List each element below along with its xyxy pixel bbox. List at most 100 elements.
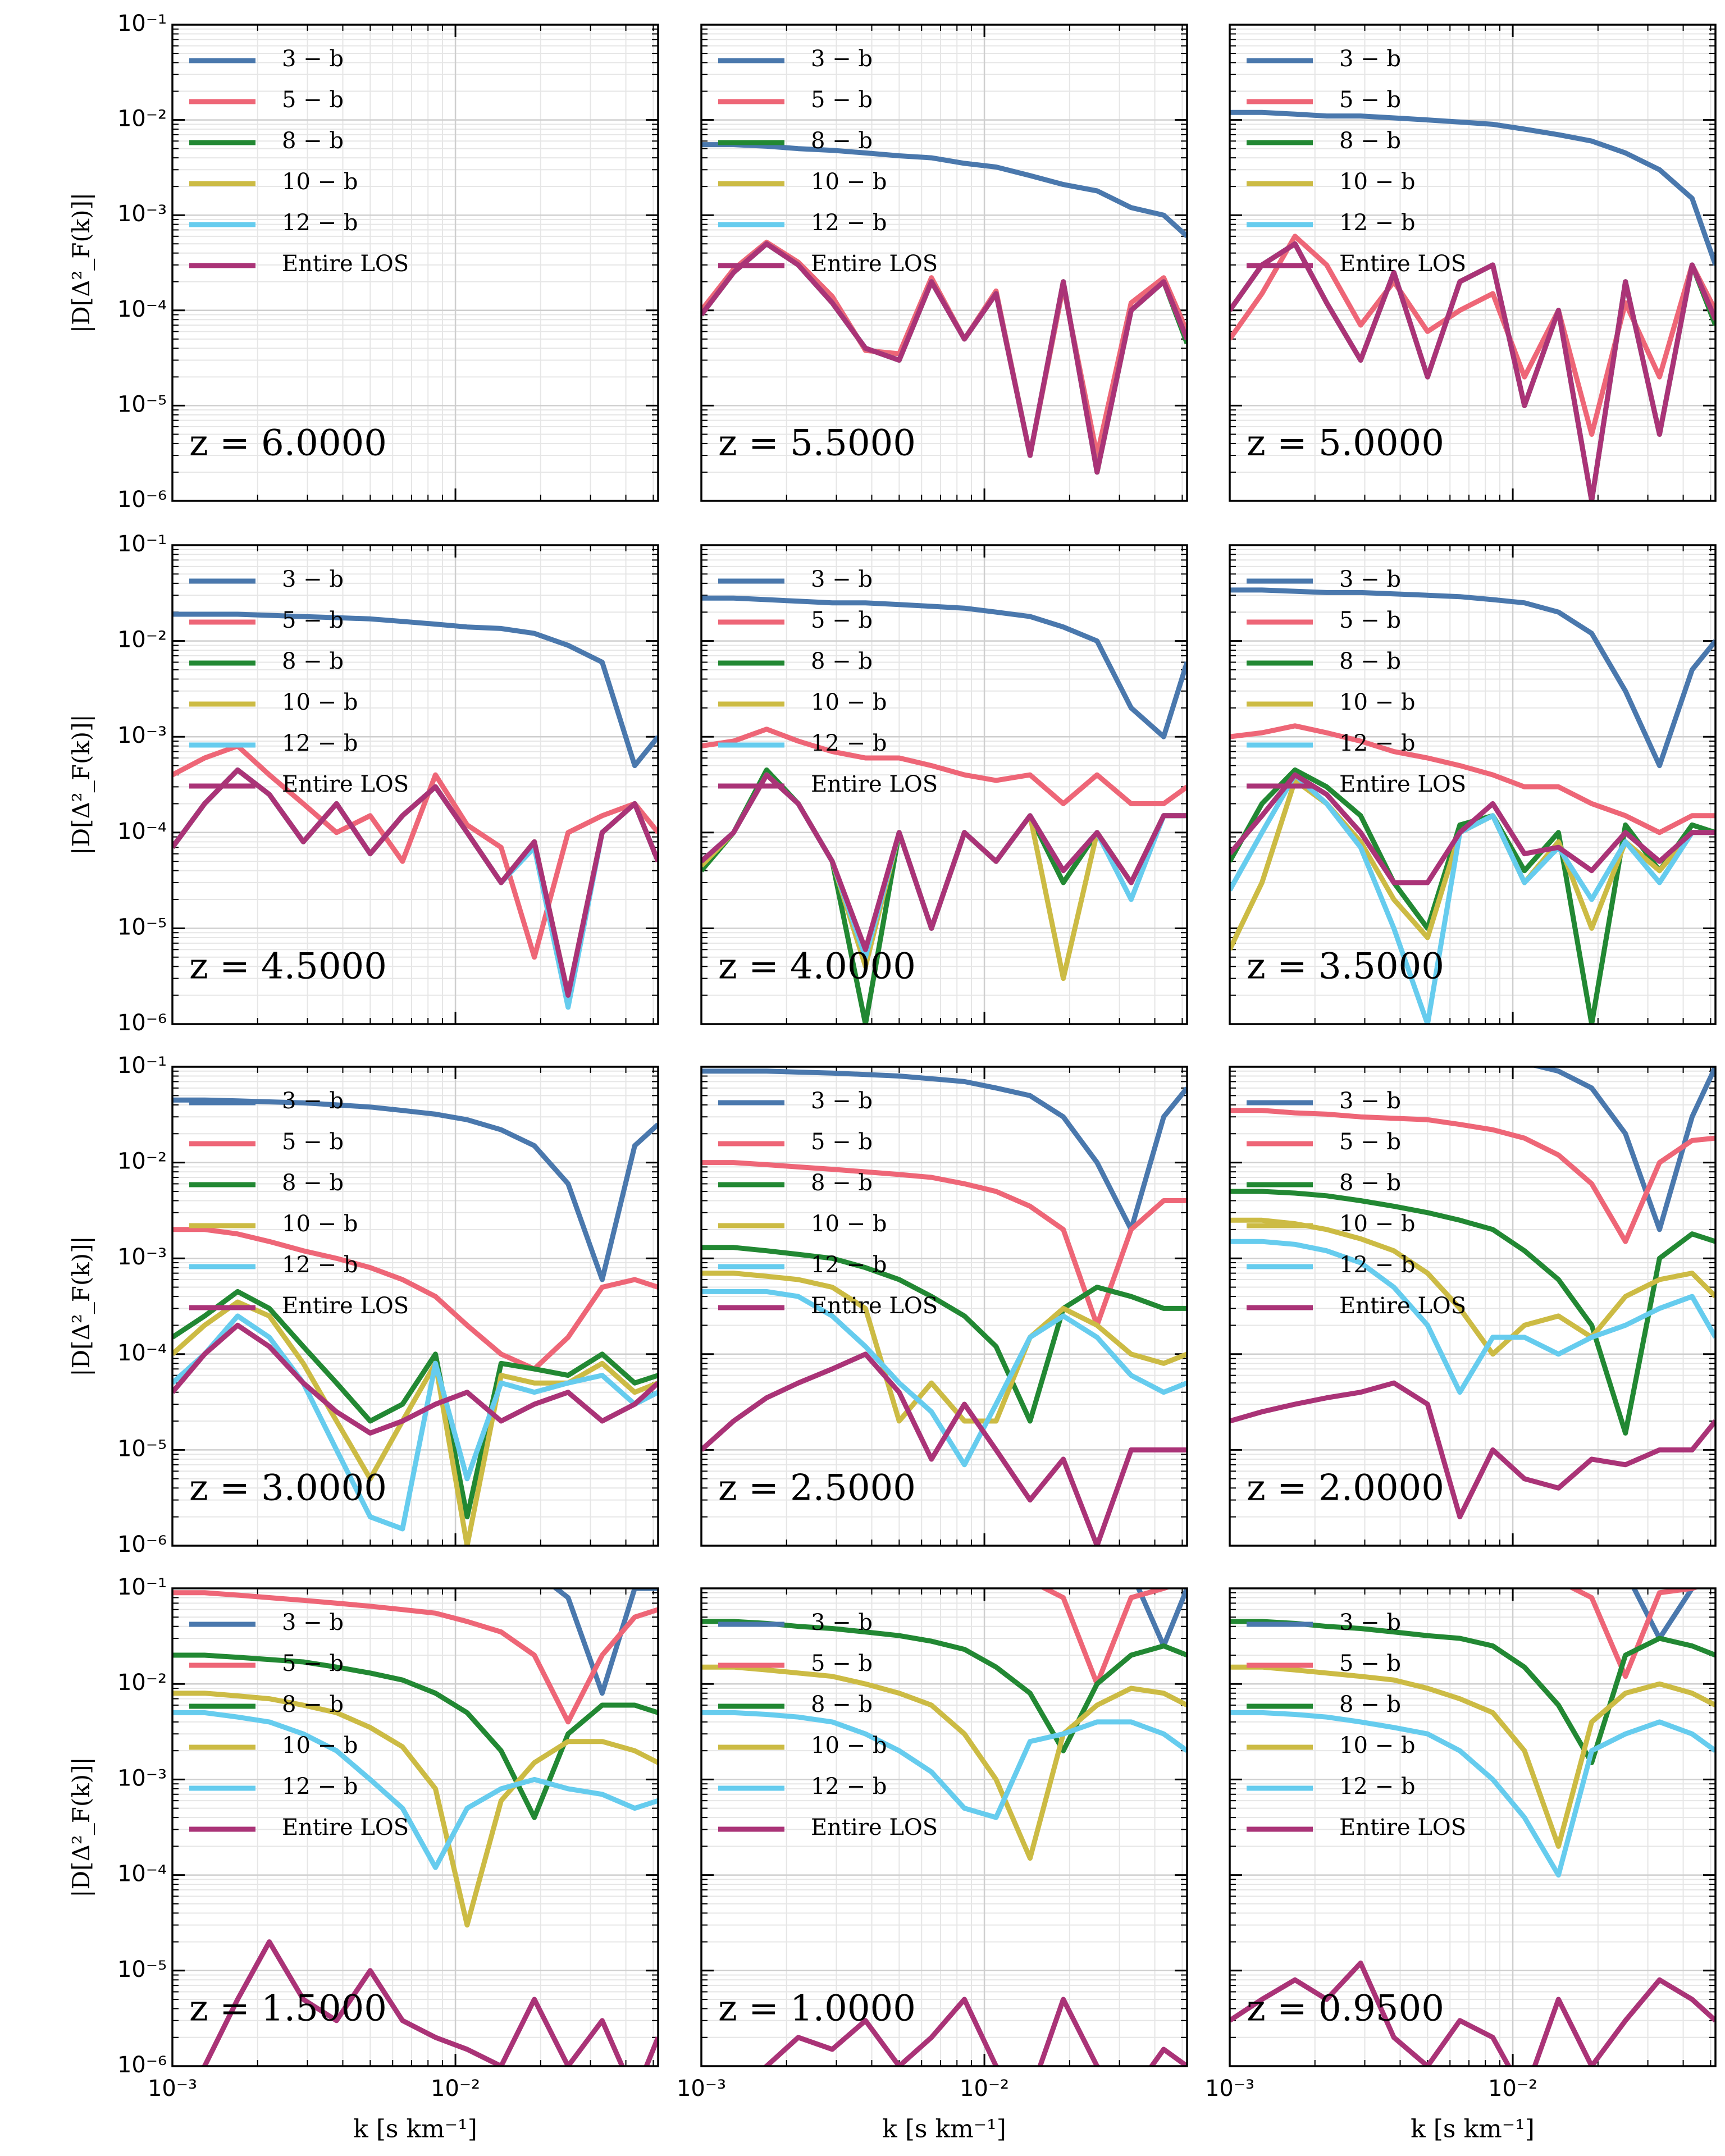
y-tick-label: 10⁻⁵ <box>117 1436 167 1461</box>
legend-label: 12 − b <box>282 1774 358 1799</box>
frame <box>700 24 1188 502</box>
panel: 10⁻³ 10⁻² 3 − b 5 − b 8 − b 10 − b 12 − b Entir… <box>677 1587 1188 2144</box>
series-line <box>1230 234 1715 437</box>
annotation: z = 0.9500 <box>1247 1988 1444 2030</box>
series-line <box>1230 1380 1715 1520</box>
legend-label: 8 − b <box>282 1170 344 1196</box>
y-axis-label: |D[Δ²_F(k)]| <box>67 1757 95 1897</box>
legend-label: 10 − b <box>282 689 358 715</box>
plot-lines <box>1230 1588 1715 2066</box>
plot-lines <box>701 142 1187 475</box>
series-line <box>172 1710 658 1870</box>
series-line <box>701 1351 1187 1546</box>
y-axis-label: |D[Δ²_F(k)]| <box>67 714 95 855</box>
legend-label: 10 − b <box>1339 1211 1415 1237</box>
annotation: z = 6.0000 <box>189 423 387 464</box>
legend-label: 12 − b <box>1339 730 1415 756</box>
y-tick-label: 10⁻² <box>117 627 167 653</box>
annotation: z = 1.0000 <box>718 1988 916 2030</box>
series-line <box>172 1322 658 1436</box>
panel: 10⁻⁶ 10⁻⁵ 10⁻⁴ 10⁻³ 10⁻² 10⁻¹ 3 − b 5 − b 8 − b 1… <box>67 1053 659 1557</box>
series-line <box>172 1227 658 1372</box>
legend-label: 12 − b <box>811 210 887 236</box>
legend-label: 10 − b <box>1339 1733 1415 1758</box>
panel: 10⁻⁶ 10⁻⁵ 10⁻⁴ 10⁻³ 10⁻² 10⁻¹ 3 − b 5 − b 8 − b 1… <box>67 531 659 1036</box>
series-line <box>1230 109 1715 266</box>
y-tick-label: 10⁻¹ <box>117 1574 167 1600</box>
legend-label: 5 − b <box>282 607 344 633</box>
legend-label: Entire LOS <box>282 771 409 797</box>
plot-lines <box>701 1068 1187 1546</box>
series-line <box>1039 1588 1172 1687</box>
series-line <box>701 1664 1187 1861</box>
x-tick-label: 10⁻² <box>431 2076 480 2102</box>
y-tick-label: 10⁻² <box>117 1670 167 1696</box>
legend-label: 5 − b <box>811 1129 873 1155</box>
annotation: z = 3.0000 <box>189 1468 387 1509</box>
series-line <box>701 772 1187 952</box>
legend-label: 8 − b <box>811 1170 873 1196</box>
panel: 3 − b 5 − b 8 − b 10 − b 12 − b Entire LOS z =… <box>700 24 1188 502</box>
legend-label: 12 − b <box>282 730 358 756</box>
series-line <box>701 1245 1187 1424</box>
series-line <box>1631 1588 1700 1641</box>
x-axis-label: k [s km⁻¹] <box>882 2115 1006 2144</box>
frame <box>1229 24 1717 502</box>
legend-label: 12 − b <box>1339 210 1415 236</box>
legend-label: 8 − b <box>1339 1692 1401 1718</box>
y-axis-label: |D[Δ²_F(k)]| <box>67 193 95 333</box>
frame <box>171 1066 659 1547</box>
series-line <box>1230 772 1715 1024</box>
legend-label: 12 − b <box>1339 1252 1415 1278</box>
legend-label: 3 − b <box>811 1610 873 1636</box>
legend-label: 12 − b <box>282 1252 358 1278</box>
y-tick-label: 10⁻⁴ <box>117 296 167 322</box>
plot-lines <box>1230 109 1715 501</box>
legend-label: 8 − b <box>282 648 344 674</box>
legend-label: Entire LOS <box>811 1815 938 1840</box>
annotation: z = 1.5000 <box>189 1988 387 2030</box>
x-tick-label: 10⁻² <box>960 2076 1009 2102</box>
series-line <box>172 743 658 960</box>
legend-label: 3 − b <box>811 567 873 592</box>
series-line <box>1230 1239 1715 1395</box>
legend-label: 3 − b <box>282 46 344 72</box>
y-tick-label: 10⁻² <box>117 1149 167 1175</box>
frame <box>1229 544 1717 1025</box>
x-tick-label: 10⁻³ <box>677 2076 726 2102</box>
series-line <box>763 1997 1187 2066</box>
y-tick-label: 10⁻⁶ <box>117 487 167 513</box>
legend-label: 10 − b <box>811 169 887 195</box>
y-tick-label: 10⁻³ <box>117 201 167 227</box>
annotation: z = 3.5000 <box>1247 946 1444 988</box>
annotation: z = 4.0000 <box>718 946 916 988</box>
y-tick-label: 10⁻³ <box>117 1765 167 1791</box>
series-line <box>200 1939 658 2066</box>
legend-label: Entire LOS <box>1339 771 1466 797</box>
series-line <box>172 1691 658 1928</box>
legend-label: 5 − b <box>811 607 873 633</box>
x-axis-label: k [s km⁻¹] <box>353 2115 477 2144</box>
frame <box>171 24 659 502</box>
legend-label: 10 − b <box>1339 169 1415 195</box>
series-line <box>701 142 1187 239</box>
series-line <box>1230 1960 1715 2066</box>
legend-label: 3 − b <box>1339 567 1401 592</box>
series-line <box>1230 1108 1715 1244</box>
annotation: z = 2.5000 <box>718 1468 916 1509</box>
legend-label: 5 − b <box>1339 87 1401 113</box>
legend-label: 3 − b <box>811 1088 873 1114</box>
legend-label: 12 − b <box>1339 1774 1415 1799</box>
frame <box>700 1587 1188 2067</box>
legend-label: 8 − b <box>282 1692 344 1718</box>
legend-label: 5 − b <box>282 87 344 113</box>
legend-label: 3 − b <box>1339 1088 1401 1114</box>
legend-label: 12 − b <box>811 1774 887 1799</box>
legend-label: 8 − b <box>811 648 873 674</box>
y-tick-label: 10⁻¹ <box>117 531 167 557</box>
legend-label: 3 − b <box>1339 46 1401 72</box>
panel: 3 − b 5 − b 8 − b 10 − b 12 − b Entire LOS z =… <box>1229 544 1717 1025</box>
series-line <box>1230 1710 1715 1878</box>
